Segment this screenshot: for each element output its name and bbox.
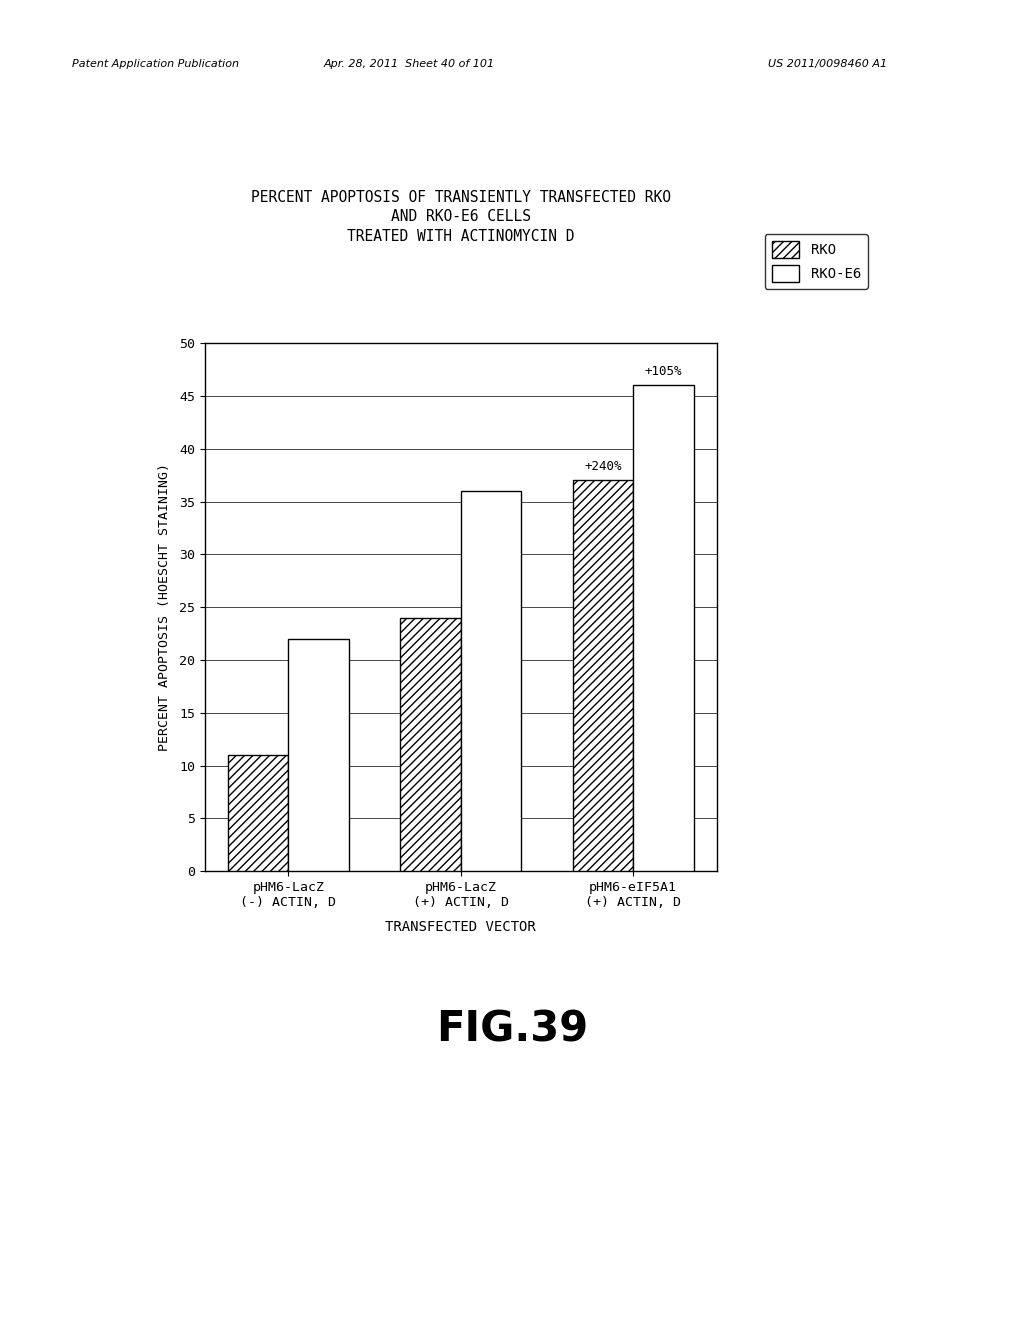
Text: PERCENT APOPTOSIS OF TRANSIENTLY TRANSFECTED RKO
AND RKO-E6 CELLS
TREATED WITH A: PERCENT APOPTOSIS OF TRANSIENTLY TRANSFE…	[251, 190, 671, 244]
Bar	[400, 618, 461, 871]
Text: +240%: +240%	[585, 461, 622, 473]
Text: US 2011/0098460 A1: US 2011/0098460 A1	[768, 59, 887, 70]
Y-axis label: PERCENT APOPTOSIS (HOESCHT STAINING): PERCENT APOPTOSIS (HOESCHT STAINING)	[158, 463, 171, 751]
Text: Patent Application Publication: Patent Application Publication	[72, 59, 239, 70]
Bar	[572, 480, 633, 871]
X-axis label: TRANSFECTED VECTOR: TRANSFECTED VECTOR	[385, 920, 537, 935]
Bar	[461, 491, 521, 871]
Text: +105%: +105%	[645, 366, 682, 378]
Legend: RKO, RKO-E6: RKO, RKO-E6	[765, 234, 867, 289]
Bar	[289, 639, 349, 871]
Text: Apr. 28, 2011  Sheet 40 of 101: Apr. 28, 2011 Sheet 40 of 101	[324, 59, 496, 70]
Bar	[633, 385, 693, 871]
Bar	[228, 755, 289, 871]
Text: FIG.39: FIG.39	[436, 1008, 588, 1051]
